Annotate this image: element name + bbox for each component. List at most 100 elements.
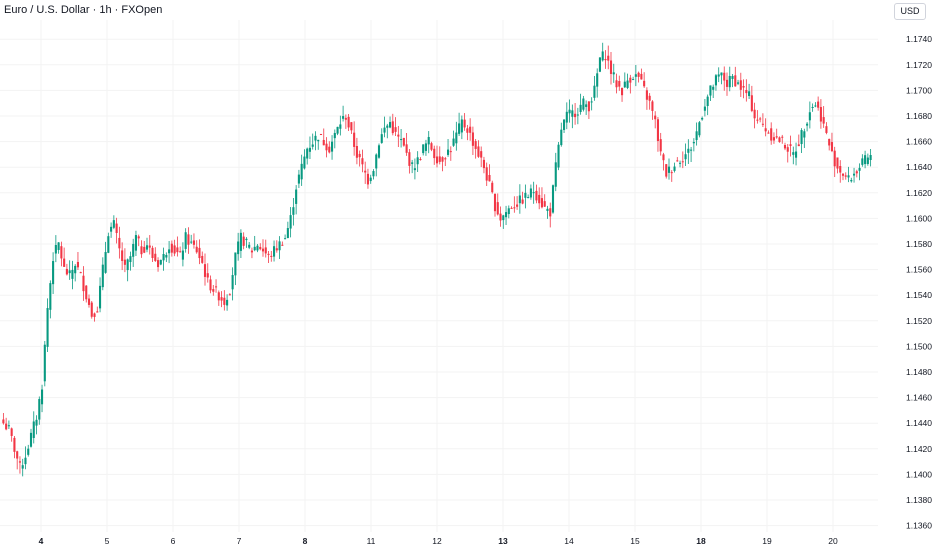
candle-body [654, 115, 657, 120]
currency-button[interactable]: USD [894, 3, 926, 20]
candle-body [643, 80, 646, 87]
candle-body [278, 241, 281, 251]
candle-body [74, 265, 77, 274]
y-tick-label: 1.14200 [906, 444, 932, 454]
y-tick-label: 1.14000 [906, 469, 932, 479]
candle-body [469, 126, 472, 133]
candle-body [308, 147, 312, 152]
candle-body [21, 465, 24, 469]
candle-body [482, 159, 486, 169]
candle-body [734, 75, 737, 87]
candle-body [231, 275, 234, 290]
candle-body [148, 245, 151, 248]
candle-body [828, 138, 831, 146]
candle-body [170, 243, 173, 253]
candle-body [162, 254, 165, 261]
candle-body [104, 252, 107, 273]
candle-body [618, 81, 621, 87]
candle-body [690, 149, 693, 151]
candle-body [427, 136, 430, 145]
candle-body [24, 457, 27, 465]
candle-body [720, 72, 723, 76]
candle-body [761, 123, 764, 125]
x-tick-label: 20 [828, 536, 838, 546]
candle-body [852, 173, 856, 176]
candle-body [267, 253, 270, 255]
candle-body [112, 220, 115, 228]
candle-body [377, 145, 381, 158]
candle-body [792, 152, 795, 155]
candle-body [57, 242, 60, 250]
candle-body [502, 215, 505, 221]
y-tick-label: 1.15000 [906, 341, 932, 351]
candle-body [839, 165, 842, 173]
candle-body [499, 213, 502, 221]
candle-body [463, 119, 466, 128]
candle-body [477, 146, 480, 157]
candle-body [441, 157, 444, 162]
candle-body [789, 144, 792, 146]
candle-body [723, 72, 726, 81]
candle-body [181, 250, 184, 260]
candle-body [549, 208, 552, 217]
candle-body [855, 171, 858, 174]
candle-body [256, 245, 259, 251]
candle-body [676, 160, 679, 162]
candle-body [670, 172, 673, 174]
candle-body [361, 158, 364, 165]
candle-body [438, 156, 441, 162]
candle-body [825, 126, 828, 133]
candle-body [521, 199, 524, 204]
candle-body [808, 112, 811, 121]
candle-body [245, 238, 248, 241]
candle-body [847, 175, 850, 178]
candle-body [742, 86, 745, 88]
candle-body [692, 141, 695, 144]
candle-body [800, 130, 803, 145]
candle-body [452, 138, 455, 146]
candle-body [759, 118, 762, 120]
candle-body [264, 247, 267, 254]
candle-body [435, 156, 439, 164]
candle-body [844, 175, 847, 177]
y-tick-label: 1.15600 [906, 265, 932, 275]
candle-body [76, 261, 80, 268]
candle-body [145, 245, 149, 250]
candle-body [90, 302, 93, 317]
candle-body [35, 419, 38, 426]
candle-body [645, 90, 648, 100]
candle-body [568, 109, 571, 114]
x-tick-label: 12 [432, 536, 442, 546]
candle-body [275, 248, 278, 251]
candle-body [695, 131, 698, 141]
candle-body [297, 174, 300, 184]
candle-body [590, 101, 593, 103]
candle-body [369, 177, 372, 182]
candle-body [656, 119, 660, 142]
candle-body [214, 286, 218, 288]
candle-body [698, 122, 701, 136]
candle-body [817, 101, 820, 108]
y-tick-label: 1.16400 [906, 162, 932, 172]
candle-body [745, 89, 748, 94]
candle-body [253, 246, 256, 251]
candle-body [632, 79, 635, 81]
candle-body [223, 297, 226, 305]
candle-body [756, 119, 759, 121]
candle-body [739, 80, 742, 90]
candle-body [217, 292, 220, 301]
candle-body [786, 147, 789, 152]
candle-body [629, 77, 632, 83]
candle-body [400, 139, 403, 141]
candle-body [333, 132, 336, 139]
candle-body [134, 235, 138, 251]
candle-body [673, 166, 676, 171]
candle-body [869, 155, 872, 160]
candle-body [43, 344, 46, 382]
x-tick-label: 5 [105, 536, 110, 546]
candle-body [184, 232, 187, 249]
candle-body [449, 151, 452, 153]
candle-body [137, 236, 140, 239]
